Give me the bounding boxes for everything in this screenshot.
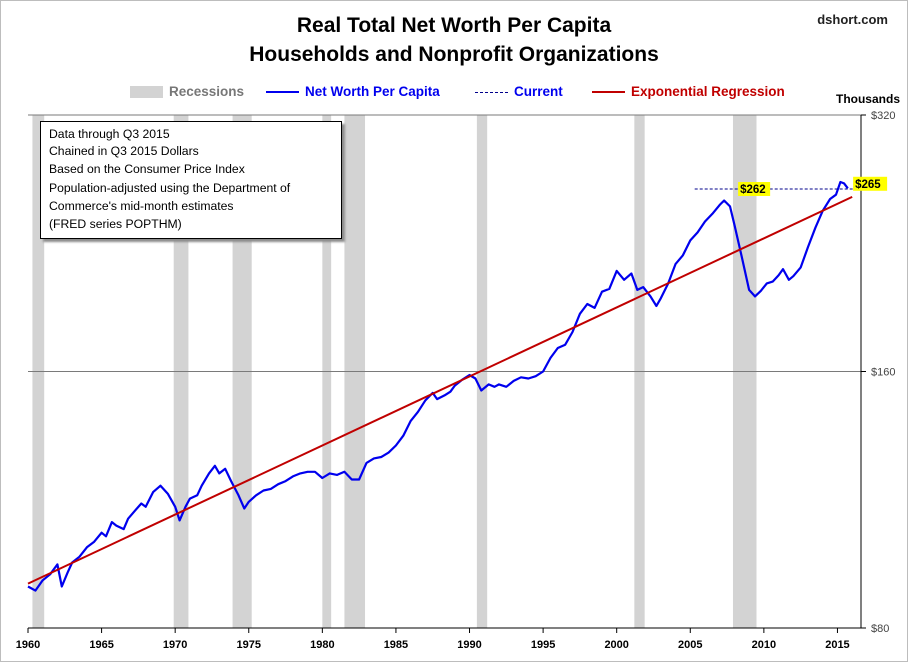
series-lines [27,180,853,592]
note-line: Commerce's mid-month estimates [49,199,234,213]
legend-label-regression: Exponential Regression [631,84,785,99]
gridlines [28,114,861,372]
x-tick-label: 1960 [16,639,40,651]
legend-swatch-current [475,91,508,93]
legend-label-net-worth: Net Worth Per Capita [305,84,440,99]
legend-label-current: Current [514,84,563,99]
legend-item-regression: Exponential Regression [592,84,785,102]
source-label: dshort.com [817,12,888,27]
legend-label-recessions: Recessions [169,84,245,99]
x-tick-label: 2005 [678,639,702,651]
legend-swatch-recessions [130,86,163,99]
note-line: Chained in Q3 2015 Dollars [49,144,199,158]
x-tick-label: 2015 [825,639,849,651]
net-worth-line [27,180,849,592]
x-tick-label: 1970 [163,639,187,651]
regression-line [27,195,853,585]
callout-label-prior-peak: $262 [740,184,766,196]
notes-box: Data through Q3 2015 Chained in Q3 2015 … [40,121,342,239]
note-line: Data through Q3 2015 [49,127,170,141]
chart-subtitle: Households and Nonprofit Organizations [249,43,659,66]
legend-swatch-regression [592,91,625,94]
y-axis-units: Thousands [835,92,900,106]
x-tick-label: 1990 [457,639,481,651]
callout-box-prior-peak [738,182,771,197]
x-tick-label: 1995 [531,639,555,651]
note-line: Based on the Consumer Price Index [49,162,245,176]
callout-label-current: $265 [855,179,881,191]
legend-item-net-worth: Net Worth Per Capita [266,84,440,102]
x-tick-label: 1980 [310,639,334,651]
note-line: Population-adjusted using the Department… [49,181,291,195]
x-tick-label: 2010 [752,639,776,651]
callout-box-current [853,176,888,191]
annotations: $262 $265 [694,176,888,197]
x-tick-label: 1985 [384,639,408,651]
legend-item-current: Current [475,84,563,102]
x-tick-label: 1965 [89,639,113,651]
y-tick-label: $80 [871,623,889,635]
axes: 1960 1965 1970 1975 1980 1985 1990 1995 2000 2005… [16,110,896,651]
y-tick-label: $160 [871,367,895,379]
x-tick-label: 2000 [604,639,628,651]
legend-swatch-net-worth [266,91,299,94]
x-tick-label: 1975 [237,639,261,651]
y-tick-label: $320 [871,110,895,122]
chart-title: Real Total Net Worth Per Capita [296,14,612,37]
legend-item-recessions: Recessions [130,84,244,102]
note-line: (FRED series POPTHM) [49,217,182,231]
